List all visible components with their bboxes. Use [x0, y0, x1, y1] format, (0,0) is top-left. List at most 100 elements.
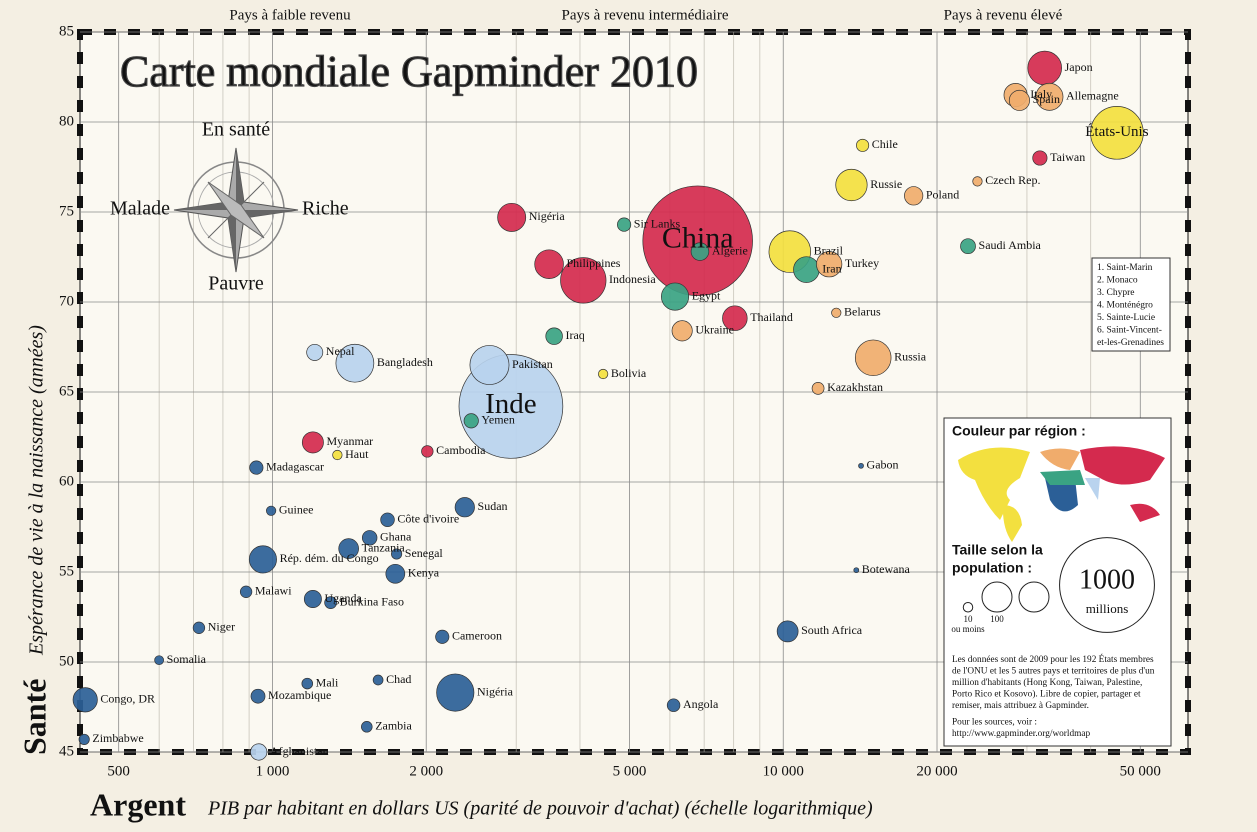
point-label: South Africa — [801, 623, 863, 637]
note-line: Pour les sources, voir : — [952, 718, 1037, 728]
numbered-list-items: 1. Saint-Marin 2. Monaco 3. Chypre 4. Monté… — [1097, 263, 1164, 348]
compass-label: Riche — [302, 198, 349, 220]
size-legend-label: 10 — [964, 614, 974, 624]
bubble — [793, 256, 820, 283]
bubble — [776, 620, 799, 643]
list-item: 4. Monténégro — [1097, 301, 1153, 311]
legend-size-title: population : — [952, 560, 1032, 576]
bubble — [421, 445, 434, 458]
point-label: Mali — [316, 675, 339, 689]
bubble — [301, 677, 314, 690]
bubble — [78, 733, 90, 745]
point-label: Cambodia — [436, 443, 486, 457]
note-line: http://www.gapminder.org/worldmap — [952, 729, 1090, 739]
size-legend-unit: millions — [1086, 601, 1129, 616]
bubble — [361, 721, 373, 733]
point-label: Nigéria — [477, 684, 514, 698]
size-legend-circle — [1059, 537, 1155, 633]
bubble — [835, 168, 868, 202]
bubble — [666, 698, 681, 712]
point-label: Ghana — [380, 530, 412, 544]
x-tick-label: 10 000 — [763, 763, 804, 779]
bubble — [249, 460, 264, 475]
note-line: million d'habitants (Hong Kong, Taiwan, … — [952, 677, 1142, 688]
note-line: de l'ONU et les 5 autres pays et territo… — [952, 667, 1155, 677]
y-axis-label: Espérance de vie à la naissance (années) — [26, 325, 48, 656]
bubble — [904, 186, 924, 206]
list-item: 5. Sainte-Lucie — [1097, 313, 1155, 323]
legend-title: Couleur par région : — [952, 423, 1086, 439]
bubble — [250, 743, 268, 761]
bubble — [361, 530, 378, 546]
point-label: Chile — [872, 137, 898, 151]
point-label: Zambia — [375, 719, 412, 733]
bubble — [454, 497, 475, 518]
point-label: Bolivia — [611, 366, 647, 380]
x-tick-label: 20 000 — [916, 763, 957, 779]
bubble — [435, 629, 450, 644]
bubble — [338, 538, 359, 559]
point-label: Afghanistan — [270, 744, 329, 758]
list-item: 1. Saint-Marin — [1097, 263, 1153, 273]
x-tick-label: 2 000 — [409, 763, 443, 779]
y-axis-title: Santé — [16, 679, 52, 755]
note-line: Les données sont de 2009 pour les 192 Ét… — [952, 653, 1154, 665]
size-legend-circle — [1018, 581, 1050, 613]
point-label: Senegal — [405, 546, 444, 560]
point-label: Niger — [208, 620, 235, 634]
point-label: Belarus — [844, 305, 881, 319]
compass-label: En santé — [202, 119, 270, 141]
band-label: Pays à revenu élevé — [944, 7, 1063, 23]
bubble — [811, 382, 825, 395]
bubble — [385, 563, 406, 584]
bubble — [154, 655, 164, 666]
bubble — [192, 621, 206, 634]
point-label: Algerie — [712, 243, 748, 257]
point-label: Angola — [683, 697, 719, 711]
bubble — [690, 242, 710, 261]
bubble — [598, 368, 609, 380]
size-legend: 10 100 1000 ou moins millions — [951, 537, 1155, 634]
list-item: 3. Chypre — [1097, 288, 1134, 298]
bubble — [534, 249, 564, 279]
list-item: 6. Saint-Vincent- — [1097, 326, 1162, 336]
bubble — [1008, 89, 1030, 111]
bubble — [335, 343, 375, 383]
bubble — [545, 327, 563, 345]
point-label: Pakistan — [512, 357, 553, 371]
y-tick-label: 45 — [59, 743, 74, 759]
point-label: Yemen — [481, 413, 514, 427]
bubble — [617, 217, 632, 232]
point-label: Philippines — [566, 256, 620, 270]
point-label: États-Unis — [1085, 123, 1148, 140]
bubble — [380, 512, 395, 528]
point-label: Uganda — [325, 591, 363, 605]
point-label: Italy — [1030, 87, 1052, 101]
point-label: Czech Rep. — [985, 173, 1040, 187]
y-tick-label: 65 — [59, 383, 74, 399]
point-label: Poland — [926, 188, 959, 202]
point-label: Cameroon — [452, 629, 502, 643]
legend: Couleur par région : Taille selon la pop… — [943, 417, 1172, 747]
point-label: Rép. dém. du Congo — [280, 551, 379, 565]
bubble — [436, 673, 475, 712]
marks — [72, 50, 1144, 761]
bubble — [1032, 150, 1048, 166]
y-tick-label: 75 — [59, 203, 74, 219]
bubble — [469, 345, 510, 385]
x-axis-title: Argent — [90, 786, 186, 822]
bubble — [661, 282, 690, 311]
world-map — [958, 446, 1165, 542]
bubble — [1090, 106, 1144, 160]
note-line: remiser, mais attribuez à Gapminder. — [952, 701, 1089, 711]
bubble — [831, 307, 842, 318]
point-label: Turkey — [845, 256, 879, 270]
x-tick-label: 1 000 — [256, 763, 290, 779]
labels: China Inde États-Unis Indonesia Brazil Pakist… — [92, 60, 1148, 758]
point-label: Madagascar — [266, 459, 324, 473]
point-label: Tanzania — [362, 540, 406, 554]
band-label: Pays à faible revenu — [229, 7, 351, 23]
size-legend-circle — [962, 602, 974, 613]
bubble — [853, 567, 860, 574]
